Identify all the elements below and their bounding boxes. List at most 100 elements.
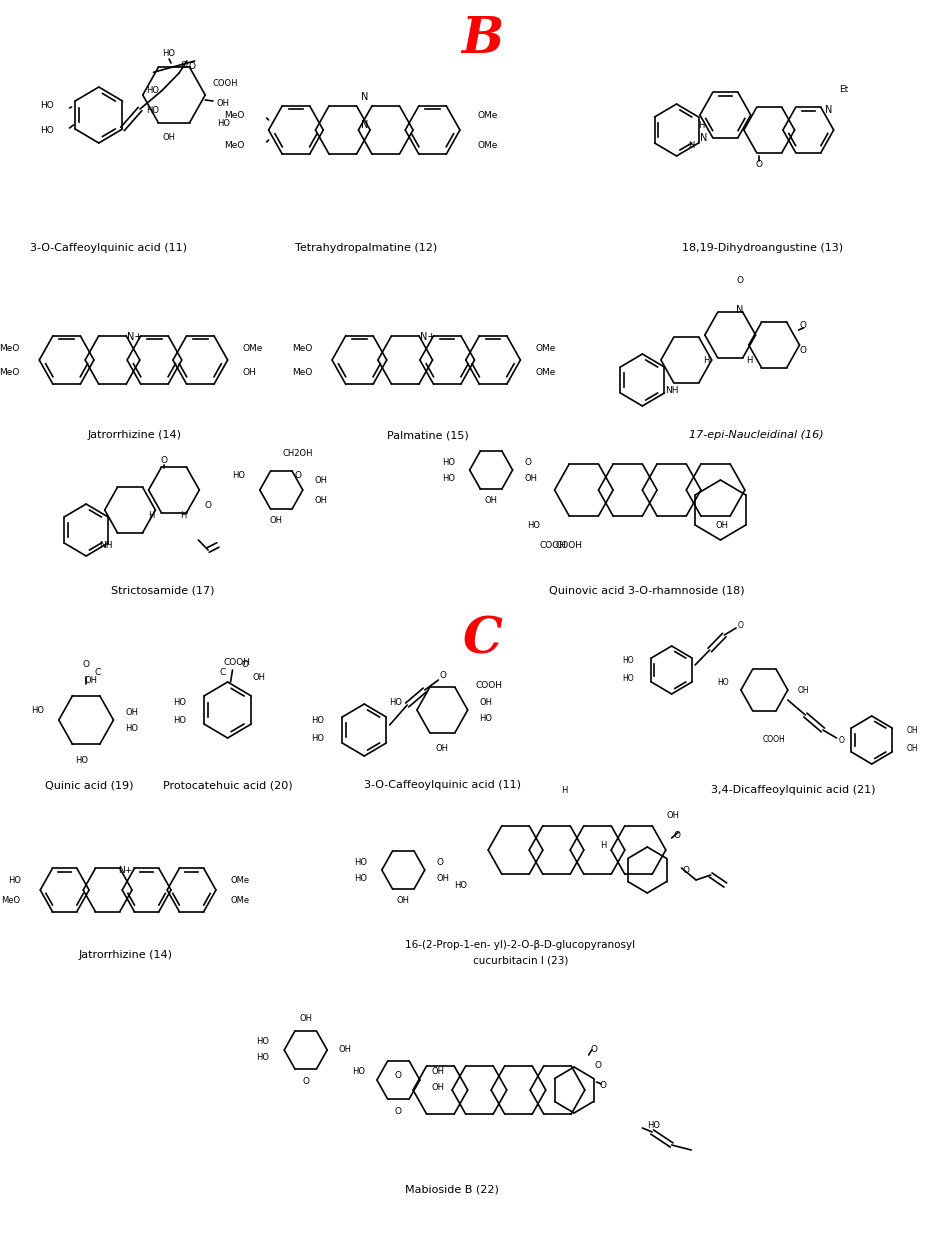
Text: NH: NH (99, 541, 112, 550)
Text: C: C (462, 615, 502, 664)
Text: N: N (700, 132, 708, 144)
Text: HO: HO (40, 125, 54, 135)
Text: HO: HO (146, 105, 159, 114)
Text: C: C (219, 667, 226, 676)
Text: OH: OH (436, 744, 449, 753)
Text: OMe: OMe (231, 875, 249, 884)
Text: HO: HO (172, 716, 185, 724)
Text: OH: OH (524, 473, 537, 483)
Text: O: O (756, 160, 763, 168)
Text: MeO: MeO (292, 368, 312, 376)
Text: COOH: COOH (540, 541, 566, 550)
Text: OMe: OMe (231, 895, 249, 905)
Text: O: O (437, 858, 443, 867)
Text: HO: HO (622, 655, 633, 665)
Text: MeO: MeO (224, 140, 245, 150)
Text: O: O (395, 1071, 402, 1080)
Text: O: O (181, 61, 187, 69)
Text: O: O (524, 458, 532, 467)
Text: MeO: MeO (0, 368, 20, 376)
Text: OH: OH (314, 475, 327, 484)
Text: HO: HO (479, 713, 492, 723)
Text: 3-O-Caffeoylquinic acid (11): 3-O-Caffeoylquinic acid (11) (30, 243, 187, 253)
Text: O: O (161, 456, 167, 464)
Text: OH: OH (216, 99, 230, 108)
Text: OH: OH (339, 1046, 352, 1055)
Text: NH: NH (665, 385, 678, 395)
Text: HO: HO (622, 673, 633, 682)
Text: OMe: OMe (242, 343, 263, 353)
Text: 17-epi-Naucleidinal (16): 17-epi-Naucleidinal (16) (689, 430, 824, 439)
Text: OH: OH (479, 697, 492, 707)
Text: O: O (737, 276, 743, 285)
Text: OH: OH (270, 515, 283, 525)
Text: 18,19-Dihydroangustine (13): 18,19-Dihydroangustine (13) (682, 243, 843, 253)
Text: Jatrorrhizine (14): Jatrorrhizine (14) (78, 950, 172, 959)
Text: CH2OH: CH2OH (282, 448, 313, 458)
Text: OMe: OMe (535, 368, 555, 376)
Text: OH: OH (125, 707, 138, 717)
Text: HO: HO (354, 874, 367, 883)
Text: OMe: OMe (477, 110, 498, 120)
Text: Tetrahydropalmatine (12): Tetrahydropalmatine (12) (295, 243, 438, 253)
Text: Jatrorrhizine (14): Jatrorrhizine (14) (88, 430, 182, 439)
Text: O: O (683, 865, 690, 874)
Text: OH: OH (163, 132, 176, 141)
Text: HO: HO (31, 706, 44, 714)
Text: OH: OH (667, 811, 679, 820)
Text: Quinovic acid 3-O-rhamnoside (18): Quinovic acid 3-O-rhamnoside (18) (550, 586, 745, 595)
Text: HO: HO (74, 755, 88, 765)
Text: N: N (360, 120, 368, 130)
Text: 3,4-Dicaffeoylquinic acid (21): 3,4-Dicaffeoylquinic acid (21) (711, 785, 876, 795)
Text: HO: HO (216, 119, 230, 128)
Text: HO: HO (442, 458, 455, 467)
Text: H: H (688, 140, 694, 150)
Text: OH: OH (485, 495, 498, 505)
Text: O: O (673, 831, 680, 839)
Text: HO: HO (390, 697, 403, 707)
Text: H: H (181, 510, 187, 520)
Text: 16-(2-Prop-1-en- yl)-2-O-β-D-glucopyranosyl: 16-(2-Prop-1-en- yl)-2-O-β-D-glucopyrano… (406, 940, 635, 950)
Text: OH: OH (437, 874, 450, 883)
Text: HO: HO (647, 1120, 661, 1129)
Text: HO: HO (257, 1054, 270, 1062)
Text: HO: HO (311, 733, 325, 743)
Text: cucurbitacin I (23): cucurbitacin I (23) (472, 954, 568, 964)
Text: COOH: COOH (763, 734, 786, 744)
Text: HO: HO (172, 697, 185, 707)
Text: OH: OH (907, 744, 918, 753)
Text: O: O (590, 1046, 598, 1055)
Text: O: O (738, 620, 744, 629)
Text: Et: Et (838, 84, 848, 94)
Text: HO: HO (311, 716, 325, 724)
Text: HO: HO (163, 48, 176, 57)
Text: HO: HO (232, 470, 246, 479)
Text: O: O (800, 321, 806, 329)
Text: O: O (599, 1081, 607, 1089)
Text: O: O (204, 500, 212, 510)
Text: Strictosamide (17): Strictosamide (17) (110, 586, 214, 595)
Text: HO: HO (257, 1037, 270, 1046)
Text: OH: OH (252, 672, 265, 681)
Text: OMe: OMe (535, 343, 555, 353)
Text: O: O (188, 62, 196, 71)
Text: OH: OH (432, 1067, 444, 1077)
Text: HO: HO (354, 858, 367, 867)
Text: B: B (461, 15, 503, 64)
Text: MeO: MeO (0, 343, 20, 353)
Text: OH: OH (798, 686, 809, 695)
Text: N+: N+ (127, 332, 143, 342)
Text: O: O (242, 660, 248, 669)
Text: C: C (95, 667, 101, 676)
Text: Quinic acid (19): Quinic acid (19) (45, 780, 134, 790)
Text: N: N (825, 105, 833, 115)
Text: O: O (302, 1077, 310, 1087)
Text: OH: OH (85, 676, 98, 685)
Text: H: H (561, 785, 567, 795)
Text: COOH: COOH (213, 78, 238, 88)
Text: N+: N+ (118, 865, 133, 874)
Text: OH: OH (907, 725, 918, 734)
Text: O: O (83, 660, 89, 669)
Text: MeO: MeO (2, 895, 21, 905)
Text: N: N (360, 92, 368, 102)
